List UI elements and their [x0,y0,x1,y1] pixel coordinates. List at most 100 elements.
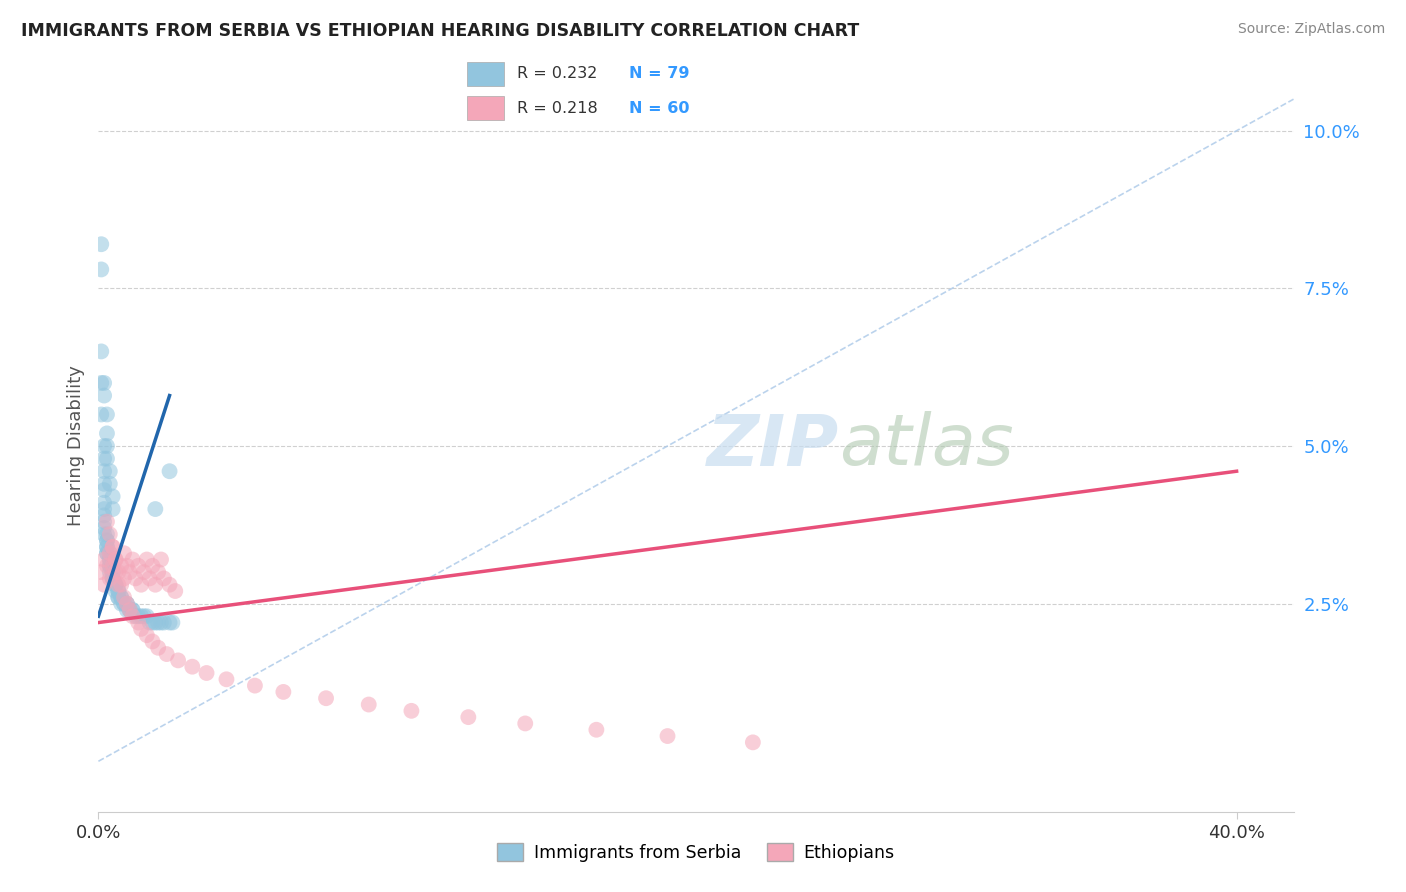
Point [115,603,138,617]
Point [93,388,115,402]
Point [273,685,295,699]
Point [96,533,118,548]
Point [153,571,176,585]
Point [127,558,149,573]
Point [104,565,127,579]
Point [741,735,763,749]
Point [98,565,121,579]
Point [115,597,138,611]
Point [96,426,118,441]
Point [118,565,141,579]
Point [96,546,118,560]
Text: R = 0.218: R = 0.218 [517,101,598,116]
Point [90,408,112,422]
Point [148,615,170,630]
Point [121,552,143,566]
Point [104,552,127,566]
Point [124,609,146,624]
Point [101,540,124,554]
Text: R = 0.232: R = 0.232 [517,67,598,81]
Point [132,565,155,579]
Point [129,622,152,636]
Point [150,552,173,566]
Point [107,584,129,599]
Point [93,451,115,466]
Point [118,603,141,617]
Point [118,603,141,617]
Point [150,615,173,630]
Point [101,571,124,585]
Point [129,609,152,624]
Point [93,521,115,535]
Point [93,508,115,523]
Point [101,565,124,579]
Point [162,615,184,630]
Point [110,591,132,605]
Point [159,615,181,630]
Point [135,552,157,566]
Point [121,603,143,617]
Point [165,584,187,599]
Point [107,591,129,605]
Point [93,376,115,390]
Point [98,527,121,541]
Text: Source: ZipAtlas.com: Source: ZipAtlas.com [1237,22,1385,37]
Point [96,540,118,554]
Point [143,615,166,630]
Point [153,615,176,630]
Point [96,533,118,548]
Point [159,464,181,478]
Point [121,609,143,624]
Point [96,527,118,541]
Point [129,578,152,592]
Text: IMMIGRANTS FROM SERBIA VS ETHIOPIAN HEARING DISABILITY CORRELATION CHART: IMMIGRANTS FROM SERBIA VS ETHIOPIAN HEAR… [21,22,859,40]
Point [101,558,124,573]
Point [215,673,238,687]
Point [110,578,132,592]
Point [401,704,423,718]
Point [167,653,190,667]
Point [101,502,124,516]
Point [107,565,129,579]
Point [112,571,135,585]
Point [104,552,127,566]
Point [93,502,115,516]
Point [104,578,127,592]
Point [315,691,337,706]
Point [657,729,679,743]
Point [110,591,132,605]
Text: N = 79: N = 79 [628,67,689,81]
Point [98,571,121,585]
Point [243,679,266,693]
Point [101,565,124,579]
Point [93,483,115,497]
Point [96,558,118,573]
Point [90,262,112,277]
Point [357,698,380,712]
Text: atlas: atlas [839,411,1014,481]
Point [98,558,121,573]
Point [135,609,157,624]
Point [141,558,163,573]
Point [107,591,129,605]
Point [90,344,112,359]
Point [132,609,155,624]
Point [98,552,121,566]
Point [93,527,115,541]
Point [96,540,118,554]
Point [115,597,138,611]
Text: ZIP: ZIP [707,411,839,481]
Point [93,464,115,478]
Point [112,591,135,605]
Point [195,665,218,680]
Point [96,515,118,529]
Point [98,546,121,560]
Point [101,571,124,585]
Point [156,647,179,661]
Point [98,464,121,478]
Point [112,597,135,611]
Point [110,558,132,573]
Point [90,376,112,390]
Point [121,603,143,617]
Point [93,476,115,491]
